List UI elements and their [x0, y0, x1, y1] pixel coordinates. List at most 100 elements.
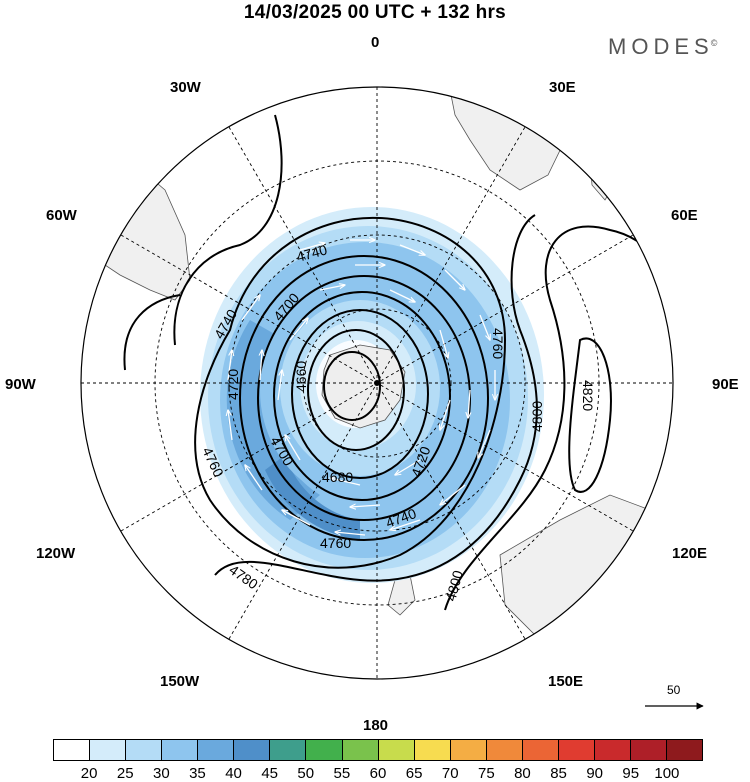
lon-label-180: 180	[363, 717, 389, 734]
antarctica-overlay	[321, 344, 406, 429]
colorbar-tick-label: 50	[297, 765, 315, 782]
lon-label-30e: 30E	[549, 79, 576, 96]
contour-label: 4760	[320, 535, 351, 551]
colorbar-swatch	[631, 740, 668, 760]
lon-label-120w: 120W	[36, 545, 76, 562]
lon-label-60e: 60E	[671, 207, 698, 224]
wind-arrow	[319, 285, 345, 291]
contour-label: 4760	[490, 328, 506, 359]
colorbar-tick-label: 65	[405, 765, 423, 782]
contour-4680	[307, 329, 405, 451]
colorbar	[53, 739, 703, 761]
colorbar-swatch	[667, 740, 703, 760]
wind-arrow	[395, 459, 421, 475]
contour-4660	[323, 351, 381, 421]
contour-4820	[568, 337, 612, 493]
colorbar-swatch	[126, 740, 163, 760]
wind-arrow	[289, 318, 308, 341]
colorbar-tick-label: 75	[477, 765, 495, 782]
wind-arrow	[282, 510, 311, 526]
madagascar-land	[589, 149, 621, 201]
colorbar-tick-label: 25	[116, 765, 134, 782]
colorbar-tick-label: 80	[514, 765, 531, 782]
shade-40-arc	[265, 455, 360, 540]
contour-label: 4820	[580, 380, 596, 411]
colorbar-tick-label: 90	[586, 765, 603, 782]
contour-label: 4800	[442, 568, 466, 602]
colorbar-tick-label: 85	[550, 765, 567, 782]
contour-label: 4720	[225, 369, 241, 400]
wind-arrow	[227, 350, 232, 381]
colorbar-swatch	[450, 740, 487, 760]
lon-label-120e: 120E	[672, 545, 708, 562]
wind-arrow	[390, 519, 421, 530]
lon-label-150w: 150W	[160, 673, 200, 690]
colorbar-tick-label: 40	[225, 765, 242, 782]
contour-4780	[173, 114, 538, 582]
wind-arrow	[468, 389, 470, 418]
wind-arrow	[228, 410, 233, 441]
colorbar-swatch	[90, 740, 127, 760]
colorbar-tick-label: 95	[622, 765, 640, 782]
wind-arrow	[440, 484, 466, 505]
contour-4700b	[273, 291, 451, 501]
contour-label: 4780	[226, 561, 261, 592]
colorbar-tick-label: 30	[152, 765, 170, 782]
contour-4760	[194, 216, 507, 569]
wind-arrow	[350, 505, 381, 507]
map-title: 14/03/2025 00 UTC + 132 hrs	[243, 2, 507, 23]
wind-arrow	[245, 465, 263, 491]
australia-land	[499, 494, 673, 666]
wind-arrow	[439, 329, 448, 358]
wind-arrow	[277, 370, 282, 401]
south-america-land	[81, 159, 191, 301]
wind-arrow	[241, 295, 260, 321]
colorbar-swatch	[522, 740, 559, 760]
colorbar-swatch	[594, 740, 631, 760]
wind-arrow	[330, 478, 361, 486]
lon-label-150e: 150E	[548, 673, 584, 690]
pole-marker	[374, 380, 380, 386]
contour-label: 4660	[293, 361, 309, 392]
reference-vector-label: 50	[667, 683, 681, 697]
lon-label-0: 0	[371, 34, 380, 51]
wind-arrow	[444, 269, 465, 290]
colorbar-swatch	[486, 740, 523, 760]
wind-arrow	[299, 243, 325, 251]
wind-arrow	[478, 429, 491, 458]
wind-vectors	[227, 240, 495, 536]
colorbar-swatch	[414, 740, 451, 760]
colorbar-swatch	[558, 740, 595, 760]
lon-label-60w: 60W	[46, 207, 77, 224]
colorbar-swatch	[198, 740, 235, 760]
wind-arrow	[399, 244, 425, 255]
logo-text: MODES	[608, 34, 714, 59]
wind-arrow	[260, 350, 262, 381]
colorbar-swatch	[342, 740, 379, 760]
lon-label-90w: 90W	[5, 376, 36, 393]
colorbar-tick-label: 100	[654, 765, 680, 782]
contour-label: 4740	[295, 241, 329, 265]
contour-label: 4680	[322, 469, 353, 485]
colorbar-tick-label: 35	[189, 765, 206, 782]
wind-arrow	[285, 435, 301, 461]
wind-arrow	[389, 289, 415, 302]
lon-label-30w: 30W	[170, 79, 201, 96]
africa-land	[449, 87, 566, 191]
wind-arrow	[335, 532, 366, 536]
colorbar-swatch	[378, 740, 415, 760]
contour-4700a	[291, 309, 429, 479]
colorbar-tick-label: 45	[261, 765, 278, 782]
colorbar-swatch	[162, 740, 199, 760]
colorbar-tick-label: 20	[80, 765, 98, 782]
colorbar-tick-label: 60	[369, 765, 387, 782]
wind-arrow	[479, 314, 490, 340]
colorbar-swatch	[270, 740, 307, 760]
wind-arrow	[440, 399, 451, 430]
colorbar-swatch	[54, 740, 91, 760]
map-border	[80, 86, 674, 680]
copyright-mark: ©	[710, 37, 718, 48]
lon-label-90e: 90E	[712, 376, 739, 393]
colorbar-tick-label: 70	[441, 765, 459, 782]
